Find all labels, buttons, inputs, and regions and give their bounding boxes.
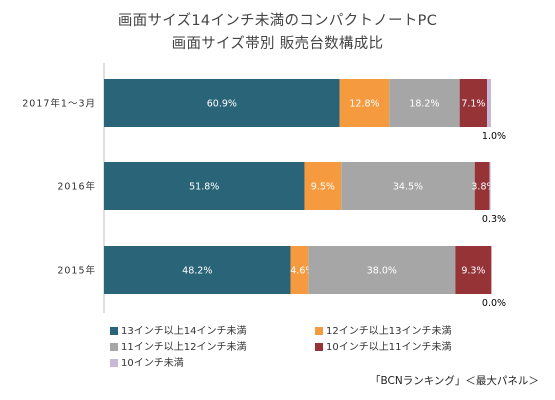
- data-label: 0.3%: [482, 214, 506, 225]
- data-label: 12.8%: [349, 99, 379, 110]
- data-label: 60.9%: [207, 99, 237, 110]
- legend-label: 13インチ以上14インチ未満: [121, 326, 247, 337]
- legend-item: 12インチ以上13インチ未満: [315, 322, 451, 337]
- bar-segment: [104, 162, 305, 210]
- legend-item: 13インチ以上14インチ未満: [110, 322, 246, 337]
- data-label: 34.5%: [393, 182, 423, 193]
- data-label: 0.0%: [482, 298, 506, 309]
- legend-label: 10インチ未満: [121, 358, 184, 369]
- legend-swatch: [110, 343, 118, 351]
- source-note: 「BCNランキング」＜最大パネル＞: [370, 375, 539, 387]
- bar-segment: [304, 162, 342, 210]
- data-label: 38.0%: [367, 266, 397, 277]
- legend-swatch: [315, 343, 323, 351]
- bar-segment: [290, 246, 309, 294]
- bar-segment: [459, 79, 488, 127]
- category-label: 2016年: [57, 181, 96, 193]
- bar-segment: [104, 246, 291, 294]
- category-label: 2015年: [57, 265, 96, 277]
- legend-label: 10インチ以上11インチ未満: [326, 342, 452, 353]
- data-label: 51.8%: [189, 182, 219, 193]
- data-label: 48.2%: [182, 266, 212, 277]
- data-label: 18.2%: [409, 99, 439, 110]
- chart-subtitle: 画面サイズ帯別 販売台数構成比: [171, 36, 384, 52]
- bar-segment: [489, 162, 491, 210]
- data-label: 9.3%: [461, 266, 485, 277]
- data-label: 7.1%: [461, 99, 485, 110]
- chart-title: 画面サイズ14インチ未満のコンパクトノートPC: [117, 13, 438, 29]
- legend-swatch: [315, 327, 323, 335]
- legend-item: 10インチ以上11インチ未満: [315, 338, 451, 353]
- bar-segment: [308, 246, 456, 294]
- bar-segment: [389, 79, 460, 127]
- data-label: 4.6%: [290, 266, 314, 277]
- legend-item: 10インチ未満: [110, 354, 184, 369]
- bar-segment: [104, 79, 340, 127]
- legend-swatch: [110, 359, 118, 367]
- category-label: 2017年1～3月: [22, 98, 96, 110]
- data-label: 9.5%: [311, 182, 335, 193]
- legend-swatch: [110, 327, 118, 335]
- data-label: 1.0%: [482, 131, 506, 142]
- bar-segment: [341, 162, 475, 210]
- data-label: 3.8%: [471, 182, 495, 193]
- legend-label: 11インチ以上12インチ未満: [121, 342, 247, 353]
- bar-segment: [455, 246, 492, 294]
- legend-label: 12インチ以上13インチ未満: [326, 326, 452, 337]
- bar-segment: [474, 162, 490, 210]
- legend-item: 11インチ以上12インチ未満: [110, 338, 246, 353]
- bar-segment: [487, 79, 491, 127]
- bar-segment: [339, 79, 390, 127]
